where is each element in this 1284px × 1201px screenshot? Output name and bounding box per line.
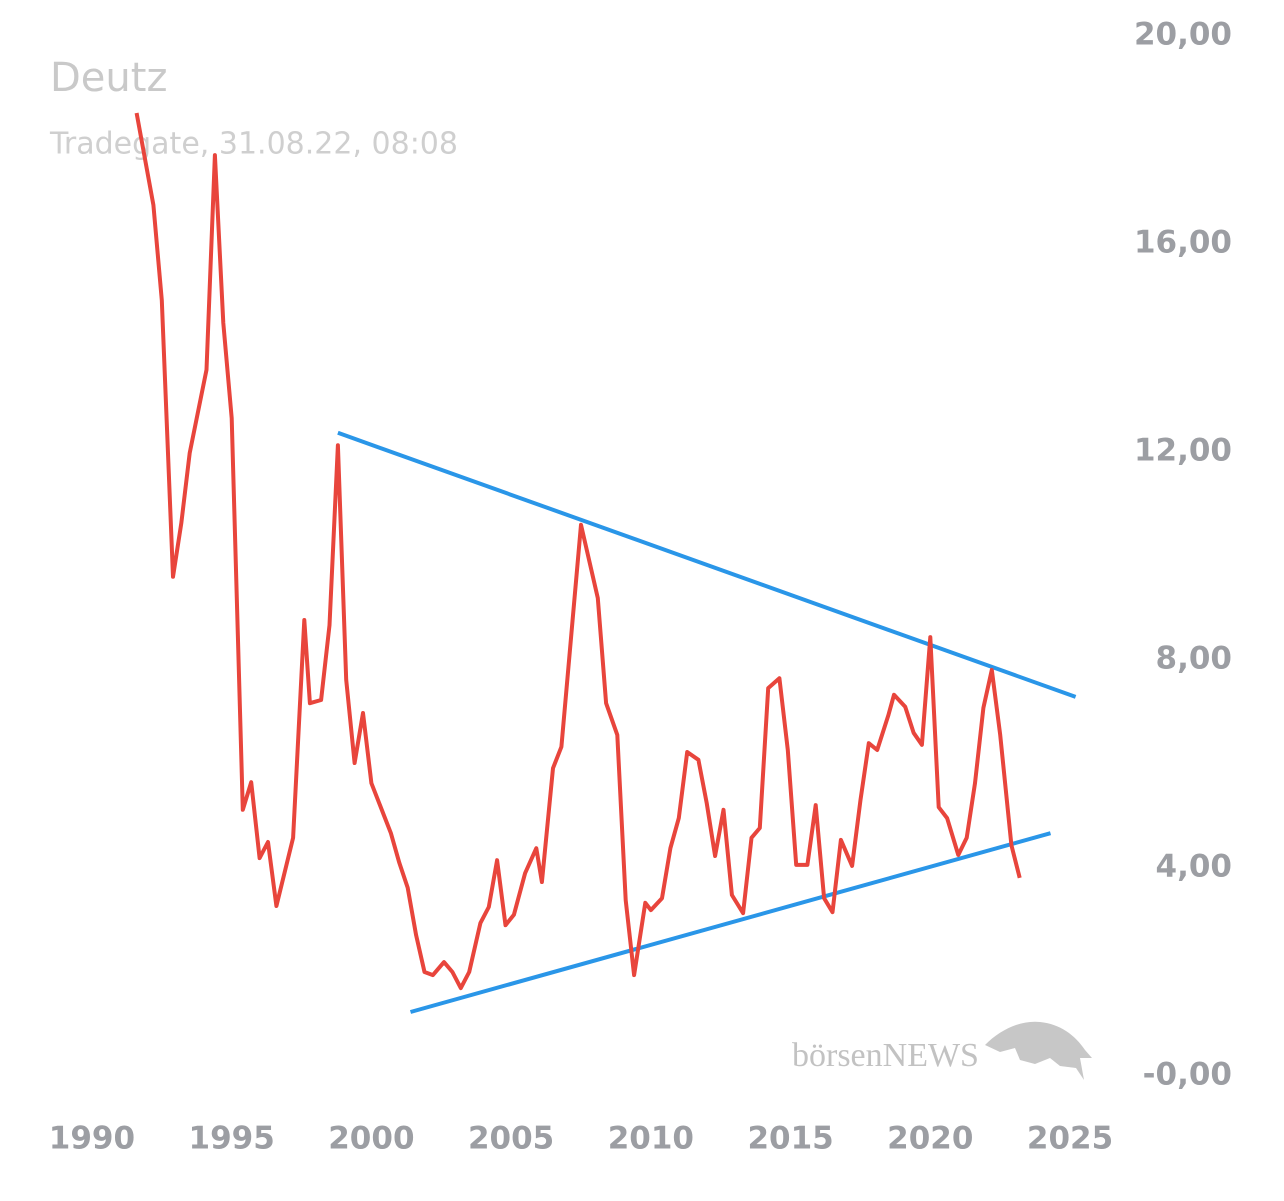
y-tick-label: 12,00 [1134, 433, 1232, 469]
y-tick-label: 4,00 [1156, 849, 1233, 885]
trend-line [409, 831, 1052, 1014]
x-tick-label: 2025 [1027, 1121, 1113, 1157]
y-tick-label: 16,00 [1134, 225, 1232, 261]
x-tick-label: 2000 [328, 1121, 414, 1157]
chart-title: Deutz [50, 55, 167, 101]
x-tick-label: 2010 [608, 1121, 694, 1157]
x-tick-label: 2015 [747, 1121, 833, 1157]
chart-subtitle: Tradegate, 31.08.22, 08:08 [49, 127, 458, 162]
logo: börsenNEWS [792, 1021, 1092, 1080]
x-tick-label: 1995 [189, 1121, 275, 1157]
y-tick-label: 8,00 [1156, 641, 1233, 677]
watermark: börsenNEWS [792, 1037, 979, 1074]
x-tick-label: 2020 [887, 1121, 973, 1157]
bull-icon [985, 1021, 1092, 1080]
trend-line [337, 430, 1077, 699]
x-tick-label: 2005 [468, 1121, 554, 1157]
price-line [134, 112, 1022, 991]
y-tick-label: -0,00 [1143, 1057, 1232, 1093]
y-tick-label: 20,00 [1134, 17, 1232, 53]
x-tick-label: 1990 [49, 1121, 135, 1157]
